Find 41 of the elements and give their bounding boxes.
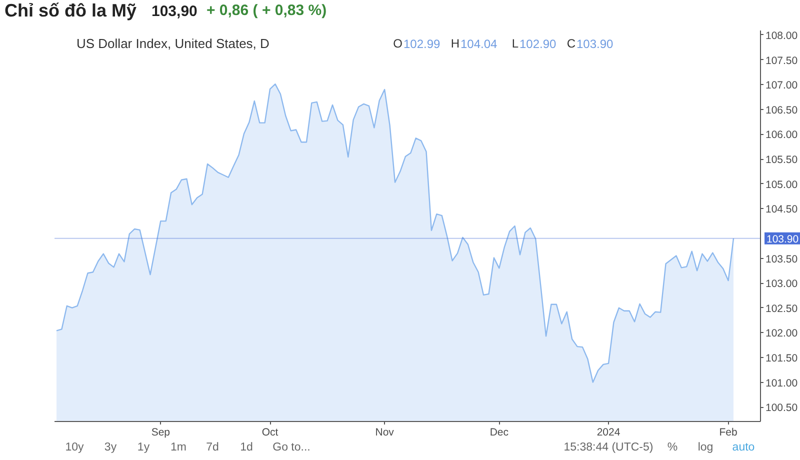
x-tick-label: Sep: [151, 426, 170, 438]
x-tick-label: 2024: [596, 426, 620, 438]
annotation: L102.90: [512, 36, 557, 51]
text: Go to...: [272, 442, 310, 454]
y-tick-label: 103.50: [766, 253, 798, 266]
annotation: C103.90: [566, 36, 614, 51]
text: 3y: [104, 442, 117, 454]
x-tick-label: Feb: [719, 426, 738, 438]
annotation: H104.04: [450, 36, 498, 51]
x-tick-label: Nov: [375, 426, 395, 438]
y-tick-label: 106.00: [766, 129, 798, 142]
text: log: [698, 442, 714, 454]
y-tick-label: 107.50: [766, 54, 798, 67]
y-tick-label: 108.00: [766, 30, 798, 42]
y-tick-label: 101.00: [766, 377, 798, 390]
text: %: [667, 442, 678, 454]
annotation: US Dollar Index, United States, D: [76, 36, 270, 51]
annotation: O102.99: [393, 36, 441, 51]
x-tick-label: Dec: [490, 426, 509, 438]
y-tick-label: 100.50: [766, 402, 798, 414]
text: 1y: [137, 442, 150, 454]
chart-title: Chỉ số đô la Mỹ: [4, 0, 137, 20]
ref-line-label: 103.90: [766, 233, 799, 246]
chart-subtitle: 103,90: [152, 3, 198, 20]
y-tick-label: 101.50: [766, 352, 798, 364]
text: 10y: [65, 442, 84, 454]
y-tick-label: 106.50: [766, 104, 798, 116]
y-tick-label: 102.00: [766, 328, 798, 340]
text: auto: [732, 442, 755, 454]
text: 15:38:44 (UTC-5): [564, 442, 654, 454]
y-tick-label: 103.00: [766, 278, 798, 290]
y-tick-label: 102.50: [766, 302, 798, 315]
y-tick-label: 104.50: [766, 204, 798, 216]
y-tick-label: 107.00: [766, 80, 798, 92]
y-tick-label: 105.00: [766, 178, 798, 191]
text: + 0,86 ( + 0,83 %): [206, 2, 327, 19]
x-tick-label: Oct: [262, 426, 278, 438]
text: 1d: [240, 442, 253, 454]
text: 1m: [170, 442, 186, 454]
text: 7d: [206, 442, 219, 454]
y-tick-label: 105.50: [766, 154, 798, 166]
